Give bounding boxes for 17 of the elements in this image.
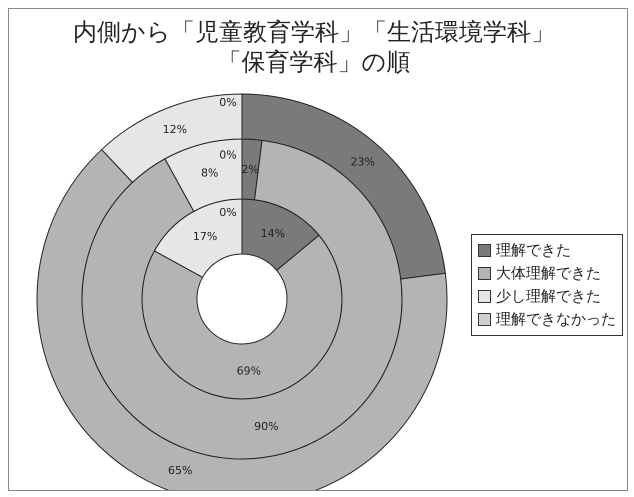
- data-label: 90%: [254, 420, 279, 434]
- legend-label: 少し理解できた: [496, 286, 601, 307]
- text: 0%: [219, 206, 237, 219]
- legend-label: 理解できた: [496, 240, 571, 261]
- data-label: 17%: [192, 230, 218, 244]
- chart-title: 内側から「児童教育学科」「生活環境学科」「保育学科」の順: [72, 17, 556, 77]
- text: 0%: [219, 148, 237, 162]
- data-label: 14%: [260, 226, 286, 240]
- legend-label: 大体理解できた: [496, 263, 601, 284]
- data-label: 12%: [162, 122, 188, 136]
- data-label: 69%: [236, 364, 262, 378]
- data-label: 23%: [350, 156, 375, 169]
- data-label: 8%: [200, 166, 218, 180]
- data-label: 65%: [168, 464, 192, 478]
- text: 0%: [219, 96, 237, 109]
- data-label: 2%: [241, 162, 259, 176]
- legend-label: 理解できなかった: [496, 309, 616, 330]
